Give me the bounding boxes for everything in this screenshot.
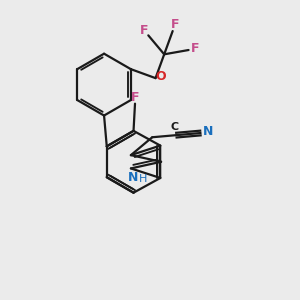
Text: F: F bbox=[171, 19, 179, 32]
Text: F: F bbox=[191, 42, 199, 56]
Text: O: O bbox=[155, 70, 166, 83]
Text: C: C bbox=[171, 122, 179, 132]
Text: N: N bbox=[203, 125, 213, 138]
Text: N: N bbox=[128, 171, 138, 184]
Text: F: F bbox=[140, 24, 148, 37]
Text: H: H bbox=[139, 174, 148, 184]
Text: F: F bbox=[131, 91, 139, 104]
